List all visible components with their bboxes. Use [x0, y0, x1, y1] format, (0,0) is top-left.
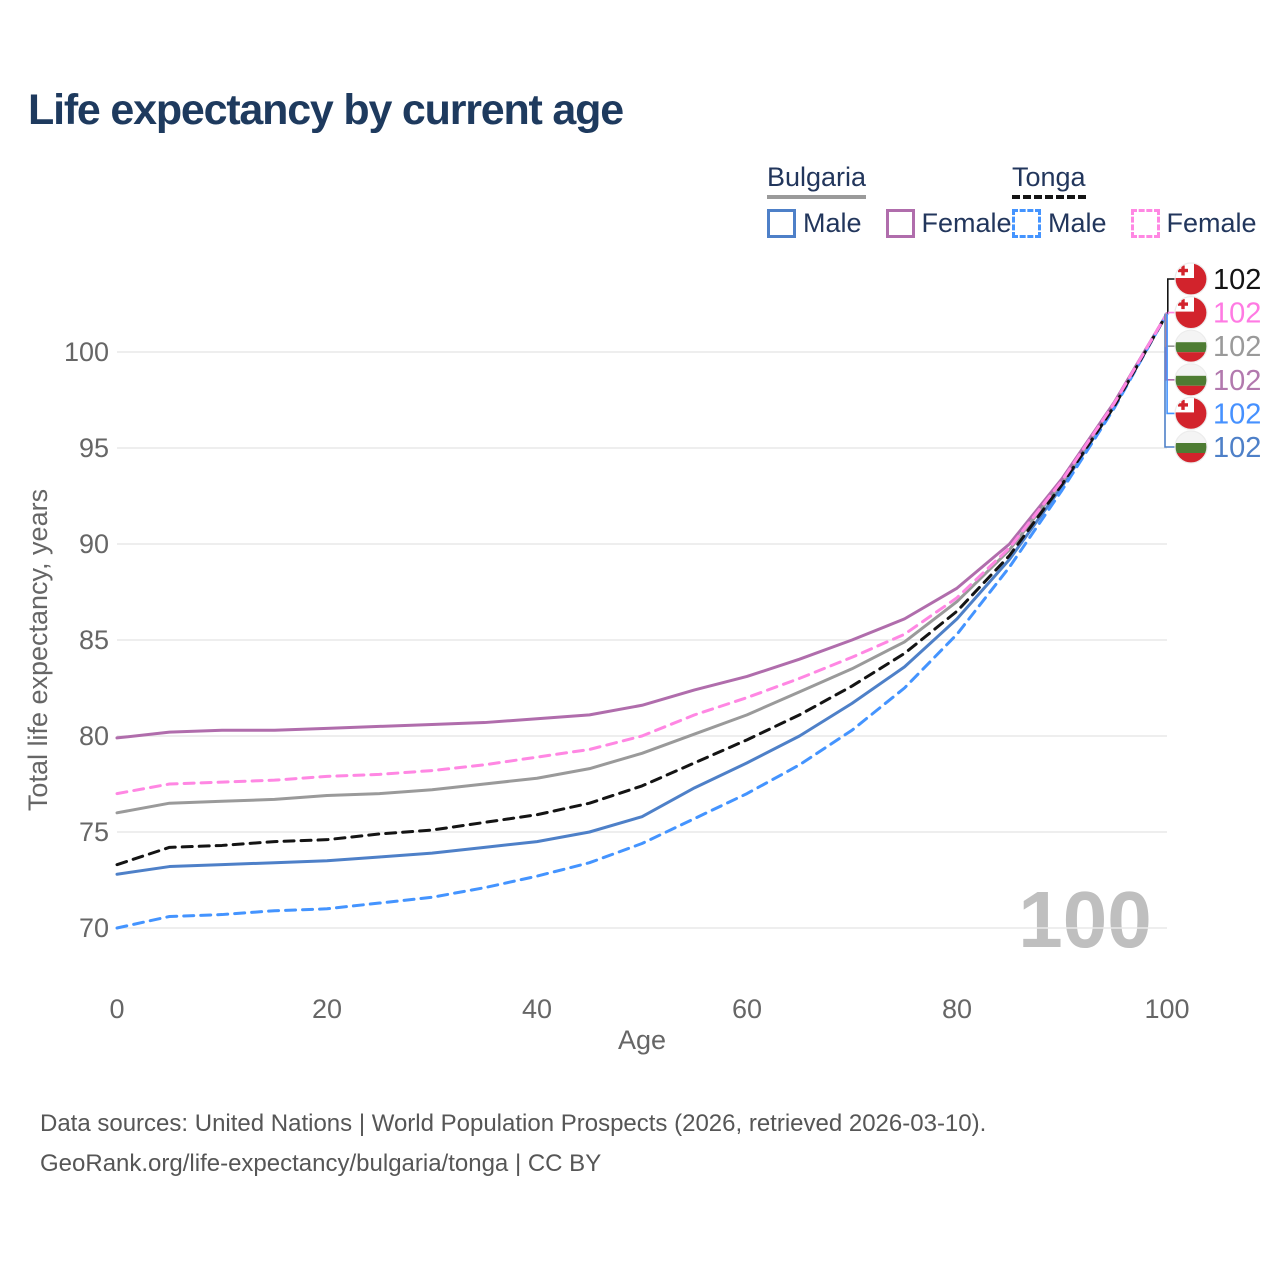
legend-group-bulgaria: Bulgaria Male Female	[767, 163, 1036, 239]
leader-line	[1166, 313, 1175, 415]
x-tick-label: 0	[109, 994, 124, 1024]
page-title: Life expectancy by current age	[28, 86, 624, 134]
end-value-label: 102	[1213, 264, 1261, 296]
x-tick-label: 20	[312, 994, 342, 1024]
series-line-tonga-female[interactable]	[115, 312, 1169, 796]
bulgaria-flag-icon	[1174, 329, 1208, 363]
age-watermark: 100	[1018, 875, 1151, 964]
y-tick-label: 70	[79, 913, 109, 943]
leader-line	[1164, 313, 1175, 448]
legend-item-tonga-female[interactable]: Female	[1130, 208, 1257, 239]
y-tick-label: 95	[79, 433, 109, 463]
legend-label: Female	[921, 208, 1012, 238]
end-value-label: 102	[1213, 432, 1261, 464]
legend-label: Male	[803, 208, 862, 238]
legend-group-tonga: Tonga Male Female	[1012, 163, 1280, 239]
legend-country-bulgaria[interactable]: Bulgaria	[767, 163, 867, 199]
series-line-tonga[interactable]	[115, 312, 1169, 867]
series-line-bulgaria[interactable]	[115, 312, 1169, 815]
end-value-label: 102	[1213, 365, 1261, 397]
chart-legend: Bulgaria Male Female Tonga Male	[0, 163, 1280, 243]
tonga-flag-icon	[1174, 296, 1208, 330]
x-tick-label: 60	[732, 994, 762, 1024]
legend-item-bulgaria-male[interactable]: Male	[767, 208, 862, 239]
legend-country-tonga[interactable]: Tonga	[1012, 163, 1086, 199]
tonga-female-swatch-icon	[1130, 209, 1160, 238]
y-tick-label: 80	[79, 721, 109, 751]
bulgaria-female-swatch-icon	[885, 209, 915, 238]
tonga-male-swatch-icon	[1012, 209, 1041, 238]
y-axis-title: Total life expectancy, years	[23, 489, 53, 811]
x-tick-label: 40	[522, 994, 552, 1024]
series-line-tonga-male[interactable]	[115, 312, 1169, 930]
legend-item-bulgaria-female[interactable]: Female	[885, 208, 1012, 239]
y-tick-label: 100	[64, 337, 109, 367]
series-line-bulgaria-male[interactable]	[115, 312, 1169, 876]
tonga-flag-icon	[1174, 396, 1208, 430]
legend-label: Female	[1166, 208, 1257, 238]
tonga-flag-icon	[1174, 262, 1208, 296]
chart-footer: Data sources: United Nations | World Pop…	[40, 1104, 986, 1184]
bulgaria-male-swatch-icon	[767, 209, 796, 238]
bulgaria-flag-icon	[1174, 363, 1208, 397]
attribution-text: GeoRank.org/life-expectancy/bulgaria/ton…	[40, 1150, 602, 1177]
legend-label: Male	[1048, 208, 1107, 238]
leader-line	[1167, 311, 1175, 314]
y-tick-label: 75	[79, 817, 109, 847]
y-tick-label: 90	[79, 529, 109, 559]
bulgaria-flag-icon	[1174, 430, 1208, 464]
series-line-bulgaria-female[interactable]	[115, 312, 1169, 740]
x-tick-label: 100	[1144, 994, 1189, 1024]
end-value-label: 102	[1213, 331, 1261, 363]
end-value-label: 102	[1213, 398, 1261, 430]
y-tick-label: 85	[79, 625, 109, 655]
leader-line	[1167, 278, 1175, 314]
data-sources-text: Data sources: United Nations | World Pop…	[40, 1110, 987, 1137]
legend-item-tonga-male[interactable]: Male	[1012, 208, 1107, 239]
x-axis-title: Age	[618, 1025, 666, 1055]
x-tick-label: 80	[942, 994, 972, 1024]
end-value-label: 102	[1213, 298, 1261, 330]
